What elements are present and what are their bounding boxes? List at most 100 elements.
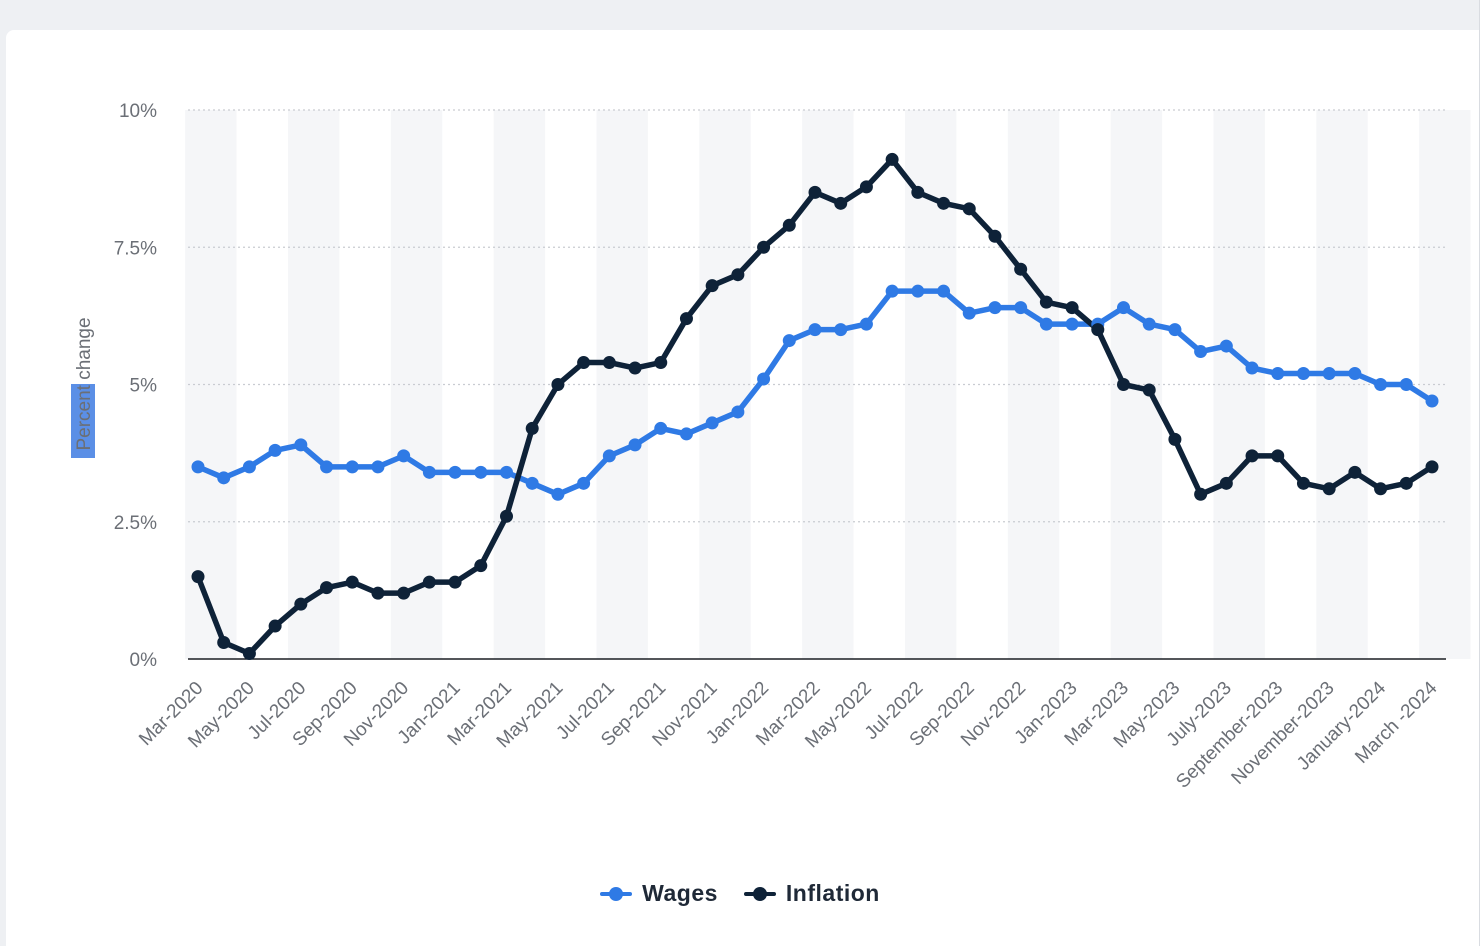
data-point-inflation[interactable] bbox=[320, 581, 334, 595]
data-point-inflation[interactable] bbox=[1065, 301, 1079, 315]
data-point-inflation[interactable] bbox=[1245, 449, 1259, 463]
data-point-inflation[interactable] bbox=[628, 361, 642, 375]
data-point-wages[interactable] bbox=[345, 460, 359, 474]
data-point-inflation[interactable] bbox=[937, 196, 951, 210]
data-point-inflation[interactable] bbox=[191, 570, 205, 584]
data-point-wages[interactable] bbox=[1322, 367, 1336, 381]
data-point-wages[interactable] bbox=[679, 427, 693, 441]
data-point-wages[interactable] bbox=[1194, 345, 1208, 359]
data-point-inflation[interactable] bbox=[525, 421, 539, 435]
data-point-wages[interactable] bbox=[294, 438, 308, 452]
data-point-wages[interactable] bbox=[422, 465, 436, 479]
data-point-wages[interactable] bbox=[474, 465, 488, 479]
data-point-inflation[interactable] bbox=[602, 356, 616, 370]
data-point-inflation[interactable] bbox=[679, 312, 693, 326]
data-point-inflation[interactable] bbox=[397, 586, 411, 600]
data-point-wages[interactable] bbox=[757, 372, 771, 386]
data-point-inflation[interactable] bbox=[885, 152, 899, 166]
data-point-wages[interactable] bbox=[1245, 361, 1259, 375]
data-point-inflation[interactable] bbox=[448, 575, 462, 589]
data-point-inflation[interactable] bbox=[345, 575, 359, 589]
data-point-inflation[interactable] bbox=[1296, 476, 1310, 490]
data-point-wages[interactable] bbox=[1271, 367, 1285, 381]
data-point-inflation[interactable] bbox=[474, 559, 488, 573]
legend-item-wages[interactable]: Wages bbox=[600, 880, 718, 907]
data-point-inflation[interactable] bbox=[1117, 378, 1130, 391]
data-point-inflation[interactable] bbox=[834, 196, 848, 210]
data-point-inflation[interactable] bbox=[1219, 476, 1233, 490]
data-point-wages[interactable] bbox=[242, 460, 256, 474]
data-point-inflation[interactable] bbox=[782, 218, 796, 232]
data-point-inflation[interactable] bbox=[731, 268, 745, 282]
data-point-inflation[interactable] bbox=[808, 185, 822, 199]
data-point-wages[interactable] bbox=[859, 317, 873, 331]
data-point-wages[interactable] bbox=[1065, 317, 1079, 331]
data-point-wages[interactable] bbox=[1039, 317, 1053, 331]
data-point-inflation[interactable] bbox=[294, 597, 308, 611]
data-point-inflation[interactable] bbox=[422, 575, 436, 589]
data-point-inflation[interactable] bbox=[1142, 383, 1156, 397]
data-point-wages[interactable] bbox=[397, 449, 411, 463]
data-point-inflation[interactable] bbox=[217, 636, 231, 650]
data-point-wages[interactable] bbox=[1014, 301, 1028, 315]
data-point-wages[interactable] bbox=[525, 476, 539, 490]
data-point-wages[interactable] bbox=[602, 449, 616, 463]
data-point-wages[interactable] bbox=[834, 323, 848, 337]
data-point-wages[interactable] bbox=[911, 284, 925, 298]
data-point-wages[interactable] bbox=[962, 306, 976, 320]
data-point-wages[interactable] bbox=[1348, 367, 1362, 381]
data-point-inflation[interactable] bbox=[1399, 476, 1413, 490]
data-point-wages[interactable] bbox=[885, 284, 899, 298]
data-point-wages[interactable] bbox=[371, 460, 385, 474]
data-point-wages[interactable] bbox=[448, 465, 462, 479]
data-point-inflation[interactable] bbox=[1271, 449, 1285, 463]
data-point-inflation[interactable] bbox=[1168, 432, 1182, 446]
data-point-wages[interactable] bbox=[782, 334, 796, 348]
data-point-inflation[interactable] bbox=[1091, 323, 1105, 337]
data-point-inflation[interactable] bbox=[268, 619, 282, 633]
data-point-wages[interactable] bbox=[628, 438, 642, 452]
data-point-inflation[interactable] bbox=[500, 509, 513, 523]
data-point-inflation[interactable] bbox=[1322, 482, 1336, 496]
data-point-inflation[interactable] bbox=[962, 202, 976, 216]
data-point-inflation[interactable] bbox=[371, 586, 385, 600]
data-point-wages[interactable] bbox=[191, 460, 205, 474]
x-tick-label: January-2024 bbox=[1293, 677, 1390, 774]
data-point-wages[interactable] bbox=[268, 443, 282, 457]
data-point-wages[interactable] bbox=[1168, 323, 1182, 337]
data-point-wages[interactable] bbox=[808, 323, 822, 337]
data-point-wages[interactable] bbox=[577, 476, 591, 490]
legend-item-inflation[interactable]: Inflation bbox=[743, 880, 880, 907]
data-point-inflation[interactable] bbox=[1194, 487, 1208, 501]
data-point-wages[interactable] bbox=[937, 284, 951, 298]
data-point-wages[interactable] bbox=[731, 405, 745, 419]
data-point-inflation[interactable] bbox=[1039, 295, 1053, 309]
data-point-inflation[interactable] bbox=[577, 356, 591, 370]
data-point-inflation[interactable] bbox=[551, 378, 565, 391]
data-point-wages[interactable] bbox=[1374, 378, 1388, 391]
data-point-inflation[interactable] bbox=[911, 185, 925, 199]
data-point-inflation[interactable] bbox=[654, 356, 668, 370]
data-point-wages[interactable] bbox=[1142, 317, 1156, 331]
data-point-inflation[interactable] bbox=[1014, 262, 1028, 276]
data-point-wages[interactable] bbox=[654, 421, 668, 435]
data-point-wages[interactable] bbox=[988, 301, 1002, 315]
data-point-wages[interactable] bbox=[320, 460, 334, 474]
data-point-wages[interactable] bbox=[1425, 394, 1439, 408]
data-point-inflation[interactable] bbox=[1348, 465, 1362, 479]
data-point-inflation[interactable] bbox=[1374, 482, 1388, 496]
data-point-wages[interactable] bbox=[551, 487, 565, 501]
data-point-wages[interactable] bbox=[1399, 378, 1413, 391]
data-point-inflation[interactable] bbox=[757, 240, 771, 254]
data-point-wages[interactable] bbox=[500, 465, 513, 479]
data-point-inflation[interactable] bbox=[988, 229, 1002, 243]
data-point-inflation[interactable] bbox=[1425, 460, 1439, 474]
data-point-inflation[interactable] bbox=[859, 180, 873, 194]
data-point-wages[interactable] bbox=[217, 471, 231, 485]
data-point-wages[interactable] bbox=[1219, 339, 1233, 353]
data-point-wages[interactable] bbox=[705, 416, 719, 430]
data-point-inflation[interactable] bbox=[242, 647, 256, 661]
data-point-inflation[interactable] bbox=[705, 279, 719, 293]
data-point-wages[interactable] bbox=[1296, 367, 1310, 381]
data-point-wages[interactable] bbox=[1117, 301, 1130, 315]
